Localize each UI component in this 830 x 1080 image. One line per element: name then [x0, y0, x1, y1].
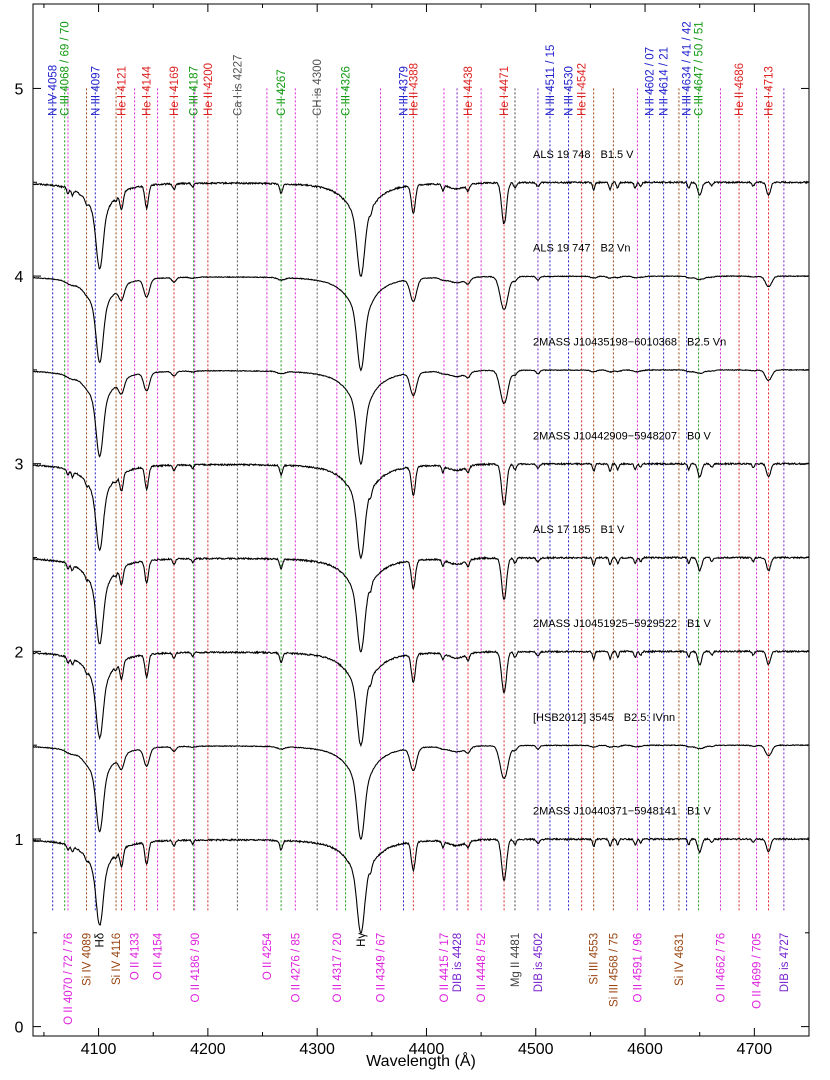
bottom-line-label: O II 4133 [130, 933, 142, 980]
bottom-line-label: O II 4317 / 20 [332, 933, 344, 1003]
bottom-line-label: O II 4349 / 67 [376, 933, 388, 1003]
x-tick-label: 4100 [81, 1041, 117, 1058]
star-labels: ALS 19 748 B1.5 V ALS 19 747 B2 Vn 2MASS J10… [533, 149, 726, 818]
star-name-label: [HSB2012] 3545 [533, 712, 614, 724]
bottom-line-label: O II 4070 / 72 / 76 [63, 933, 75, 1025]
star-name-label: 2MASS J10435198−6010368 [533, 336, 677, 348]
bottom-line-label: O II 4662 / 76 [715, 933, 727, 1003]
top-line-label: C III 4187 [189, 66, 201, 116]
spectra-series [32, 180, 810, 934]
x-tick-label: 4600 [627, 1041, 663, 1058]
top-line-label: He II 4200 [203, 63, 215, 116]
y-tick-label: 1 [15, 832, 24, 849]
star-name-label: ALS 19 747 [533, 243, 591, 255]
x-tick-label: 4400 [409, 1041, 445, 1058]
star-sptype-label: B2.5: IVnn [624, 712, 675, 724]
star-sptype-label: B2 Vn [601, 243, 631, 255]
bottom-line-label: O II 4254 [262, 932, 274, 980]
spectrum-line [33, 274, 810, 372]
bottom-line-label: Si III 4553 [589, 933, 601, 985]
bottom-line-label: Si IV 4631 [674, 933, 686, 986]
top-line-labels: N IV 4058 C III 4068 / 69 / 70 N III 4097 H… [48, 21, 776, 116]
spectrum-line [32, 837, 810, 934]
bottom-line-labels: O II 4070 / 72 / 76 Si IV 4089 Hδ Si IV 411… [63, 932, 791, 1025]
y-tick-label: 4 [15, 269, 24, 286]
top-line-label: C III 4068 / 69 / 70 [60, 21, 72, 116]
top-line-label: He I 4471 [499, 66, 511, 116]
top-line-label: C II 4267 [276, 69, 288, 116]
bottom-line-label: O II 4186 / 90 [190, 933, 202, 1003]
top-line-label: N III 4097 [90, 66, 102, 116]
top-line-label: N III 4379 [399, 66, 411, 116]
star-name-label: ALS 17 185 [533, 524, 591, 536]
top-line-label: N II 4602 / 07 [644, 47, 656, 116]
plot-frame [32, 3, 810, 1037]
star-name-label: 2MASS J10440371−5948141 [533, 806, 677, 818]
bottom-line-label: O II 4448 / 52 [476, 933, 488, 1003]
bottom-line-label: O II 4699 / 705 [752, 933, 764, 1009]
bottom-line-label: O II 4415 / 17 [439, 933, 451, 1003]
top-line-label: He I 4169 [169, 66, 181, 116]
axes: 4100 4200 4300 4400 4500 4600 4700 0 1 2 3 4 5 [15, 4, 810, 1058]
bottom-line-label: O II 4154 [153, 932, 165, 980]
line-markers [52, 88, 785, 911]
bottom-line-label: Si IV 4089 [82, 933, 94, 986]
top-line-label: C III 4326 [341, 66, 353, 116]
star-sptype-label: B1.5 V [601, 149, 635, 161]
bottom-line-label: O II 4591 / 96 [632, 933, 644, 1003]
bottom-line-label: Si IV 4116 [111, 933, 123, 985]
star-sptype-label: B1 V [601, 524, 626, 536]
bottom-line-label: Hγ [356, 933, 368, 947]
bottom-line-label: DIB is 4727 [779, 933, 791, 992]
bottom-line-label: DIB is 4428 [452, 933, 464, 992]
y-tick-label: 3 [15, 457, 24, 474]
bottom-line-label: Si III 4568 / 75 [608, 933, 620, 1007]
top-line-label: N III 4634 / 41 / 42 [682, 21, 694, 116]
spectrum-line [32, 368, 810, 466]
x-tick-label: 4500 [518, 1041, 554, 1058]
bottom-line-label: O II 4276 / 85 [290, 933, 302, 1003]
spectrum-line [32, 555, 810, 653]
star-sptype-label: B1 V [687, 806, 712, 818]
bottom-line-label: DIB is 4502 [533, 933, 545, 992]
top-line-label: He I 4144 [142, 66, 154, 116]
top-line-label: He II 4388 [408, 63, 420, 116]
y-tick-label: 5 [15, 81, 24, 98]
x-tick-label: 4200 [190, 1041, 226, 1058]
top-line-label: N II 4614 / 21 [659, 47, 671, 116]
top-line-label: He I 4121 [117, 66, 129, 116]
star-name-label: ALS 19 748 [533, 149, 591, 161]
top-line-label: N IV 4058 [48, 65, 60, 116]
top-line-label: He I 4438 [463, 66, 475, 116]
top-line-label: He II 4686 [734, 63, 746, 116]
x-axis-label: Wavelength (Å) [366, 1051, 476, 1070]
top-line-label: He II 4542 [577, 63, 589, 116]
x-tick-label: 4300 [299, 1041, 335, 1058]
top-line-label: N III 4511 / 15 [545, 45, 557, 116]
star-sptype-label: B2.5 Vn [687, 336, 726, 348]
bottom-line-label: Mg II 4481 [510, 933, 522, 987]
top-line-label: Ca I is 4227 [232, 55, 244, 116]
top-line-label: C III 4647 / 50 / 51 [694, 21, 706, 116]
star-name-label: 2MASS J10442909−5948207 [533, 430, 677, 442]
star-sptype-label: B0 V [687, 430, 712, 442]
x-tick-label: 4700 [737, 1041, 773, 1058]
spectrum-line [32, 180, 810, 277]
top-line-label: He I 4713 [764, 66, 776, 116]
spectrum-line [32, 649, 810, 748]
top-line-label: N III 4530 [564, 66, 576, 116]
spectrum-line [32, 744, 810, 841]
y-tick-label: 2 [15, 644, 24, 661]
star-name-label: 2MASS J10451925−5929522 [533, 618, 677, 630]
y-tick-label: 0 [15, 1020, 24, 1037]
star-sptype-label: B1 V [687, 618, 712, 630]
spectrum-line [32, 461, 810, 560]
bottom-line-label: Hδ [95, 933, 107, 948]
top-line-label: CH is 4300 [312, 59, 324, 116]
